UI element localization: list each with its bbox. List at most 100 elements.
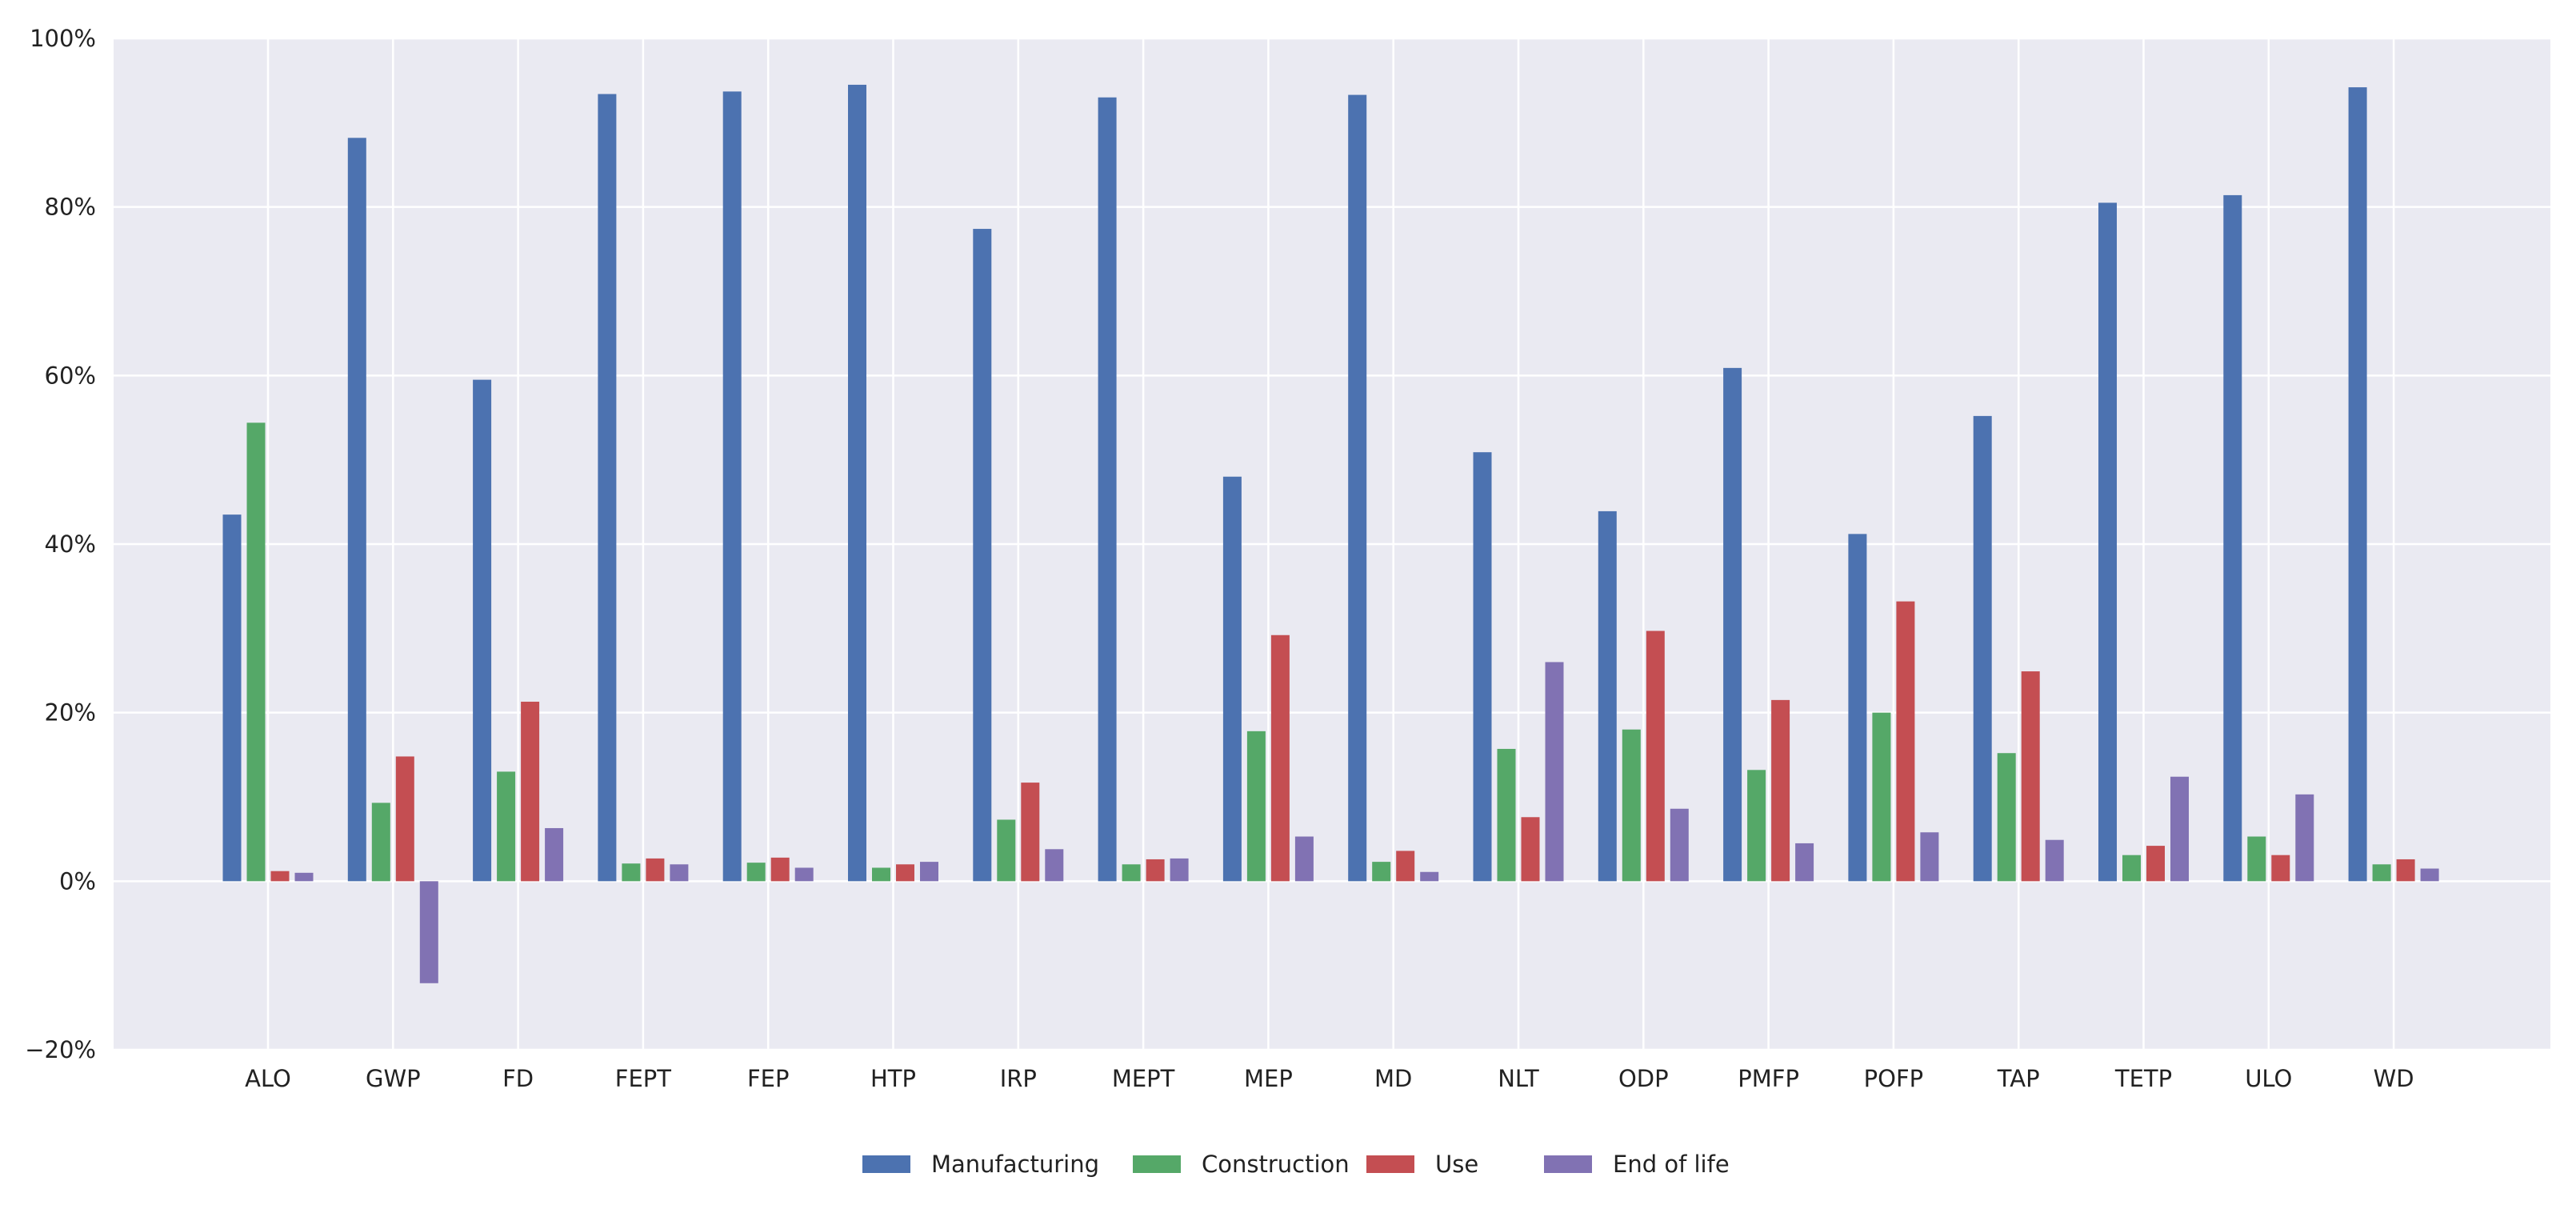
bar-use-fep (770, 857, 790, 882)
y-tick-label: 0% (59, 867, 96, 895)
legend: Manufacturing Construction Use End of life (862, 1151, 1730, 1178)
bar-end-of-life-fep (794, 867, 814, 882)
bar-use-irp (1021, 783, 1040, 882)
bar-end-of-life-pmfp (1795, 843, 1814, 882)
bar-use-fept (646, 858, 665, 882)
x-tick-label: MEP (1244, 1065, 1293, 1092)
bar-end-of-life-fd (545, 827, 564, 882)
x-tick-label: WD (2374, 1065, 2414, 1092)
bar-end-of-life-mept (1170, 858, 1189, 882)
y-tick-label: 40% (45, 530, 96, 558)
bar-construction-fept (622, 863, 641, 882)
bar-manufacturing-md (1348, 94, 1367, 882)
bar-construction-tetp (2122, 855, 2141, 882)
legend-label-end-of-life: End of life (1613, 1151, 1730, 1178)
bar-end-of-life-md (1420, 871, 1439, 882)
bar-end-of-life-mep (1294, 836, 1314, 882)
bar-use-ulo (2271, 855, 2290, 882)
bar-use-pmfp (1771, 699, 1790, 882)
x-tick-label: MD (1374, 1065, 1412, 1092)
bar-end-of-life-odp (1670, 808, 1689, 882)
bar-end-of-life-ulo (2295, 794, 2314, 882)
bar-construction-htp (872, 867, 890, 882)
bar-construction-gwp (371, 803, 390, 882)
y-tick-label: 20% (45, 699, 96, 727)
bar-construction-wd (2372, 864, 2391, 882)
bar-construction-irp (997, 819, 1016, 882)
x-tick-label: TETP (2114, 1065, 2172, 1092)
bar-manufacturing-ulo (2223, 194, 2242, 882)
x-tick-label: POFP (1864, 1065, 1923, 1092)
bar-manufacturing-fept (598, 94, 617, 882)
legend-swatch-construction (1133, 1155, 1181, 1173)
legend-label-manufacturing: Manufacturing (931, 1151, 1099, 1178)
bar-construction-fep (746, 863, 766, 882)
bar-use-tetp (2146, 846, 2165, 882)
bar-construction-mept (1122, 864, 1141, 882)
x-tick-label: FD (502, 1065, 534, 1092)
bar-use-gwp (395, 756, 414, 882)
bar-construction-odp (1622, 729, 1641, 882)
bar-use-nlt (1521, 817, 1540, 882)
bar-manufacturing-gwp (347, 138, 366, 882)
bar-manufacturing-mept (1098, 97, 1117, 882)
bar-end-of-life-nlt (1545, 662, 1564, 882)
bar-manufacturing-tetp (2098, 202, 2117, 882)
bar-use-alo (270, 871, 290, 882)
x-tick-label: PMFP (1738, 1065, 1799, 1092)
bar-manufacturing-wd (2348, 87, 2367, 882)
bar-end-of-life-wd (2420, 868, 2439, 882)
x-tick-label: HTP (870, 1065, 916, 1092)
bar-manufacturing-mep (1222, 476, 1242, 882)
y-tick-label: 100% (30, 25, 96, 52)
bar-manufacturing-alo (222, 514, 242, 882)
y-axis-tick-labels: −20% 0% 20% 40% 60% 80% 100% (25, 25, 96, 1063)
x-axis-tick-labels: ALO GWP FD FEPT FEP HTP IRP MEPT MEP MD NLT ODP PMFP… (245, 1065, 2414, 1092)
bar-end-of-life-pofp (1920, 832, 1939, 882)
x-tick-label: ALO (245, 1065, 291, 1092)
bar-construction-pofp (1872, 712, 1891, 882)
x-tick-label: FEP (747, 1065, 790, 1092)
bar-construction-nlt (1497, 748, 1516, 882)
bar-use-mep (1270, 635, 1290, 882)
legend-swatch-manufacturing (862, 1155, 910, 1173)
y-tick-label: 60% (45, 362, 96, 389)
bar-use-md (1396, 851, 1415, 882)
bar-end-of-life-irp (1045, 849, 1064, 882)
y-tick-label: 80% (45, 194, 96, 221)
bar-manufacturing-odp (1598, 510, 1617, 882)
bar-manufacturing-tap (1973, 415, 1992, 882)
legend-swatch-end-of-life (1544, 1155, 1592, 1173)
x-tick-label: IRP (1000, 1065, 1037, 1092)
bar-use-tap (2021, 671, 2040, 882)
bar-use-fd (521, 701, 540, 882)
x-tick-label: ULO (2245, 1065, 2292, 1092)
bar-use-wd (2396, 859, 2415, 882)
bar-end-of-life-fept (670, 864, 689, 882)
y-tick-label: −20% (25, 1036, 96, 1063)
bar-end-of-life-tap (2045, 839, 2064, 882)
x-tick-label: NLT (1498, 1065, 1539, 1092)
legend-label-construction: Construction (1202, 1151, 1350, 1178)
legend-swatch-use (1366, 1155, 1414, 1173)
bar-manufacturing-irp (973, 229, 992, 882)
bar-end-of-life-gwp (419, 881, 438, 983)
bar-end-of-life-alo (294, 872, 314, 882)
x-tick-label: ODP (1618, 1065, 1669, 1092)
bar-manufacturing-pmfp (1723, 367, 1742, 882)
bar-construction-alo (246, 422, 266, 882)
bars (222, 84, 2439, 983)
bar-construction-md (1372, 862, 1391, 882)
x-tick-label: TAP (1997, 1065, 2040, 1092)
bar-manufacturing-pofp (1848, 534, 1867, 882)
x-tick-label: FEPT (615, 1065, 671, 1092)
bar-construction-ulo (2247, 836, 2266, 882)
bar-end-of-life-tetp (2170, 776, 2189, 882)
bar-manufacturing-nlt (1473, 452, 1492, 882)
bar-construction-fd (497, 771, 516, 882)
bar-construction-mep (1246, 731, 1266, 882)
bar-use-mept (1146, 859, 1165, 882)
bar-use-odp (1646, 631, 1665, 882)
bar-use-htp (896, 864, 914, 882)
